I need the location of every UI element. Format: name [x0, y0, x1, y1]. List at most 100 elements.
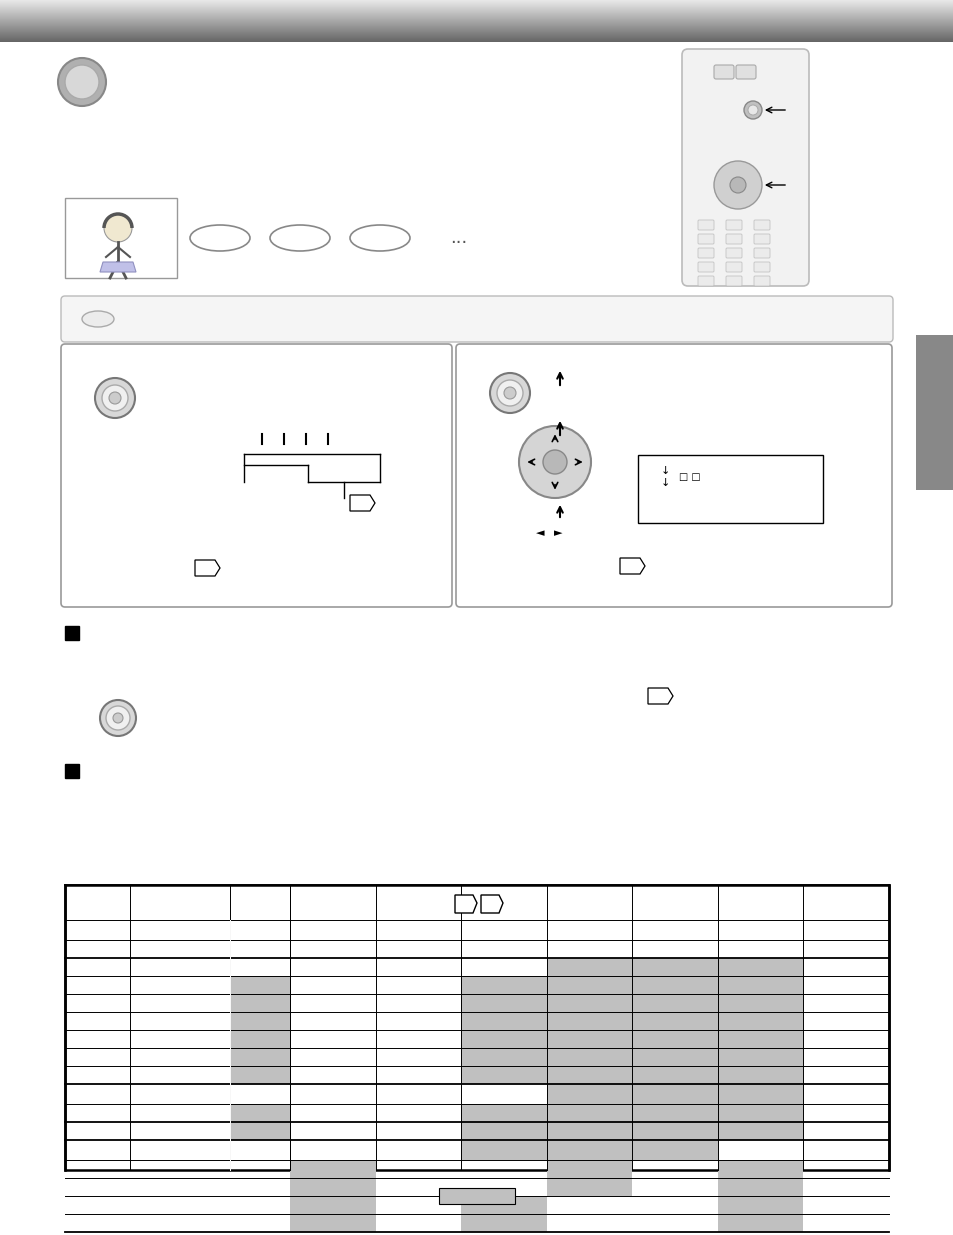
Bar — [632, 1140, 717, 1160]
Text: ►: ► — [553, 529, 561, 538]
Polygon shape — [350, 495, 375, 511]
Polygon shape — [455, 895, 476, 913]
Bar — [546, 1160, 632, 1178]
FancyBboxPatch shape — [753, 233, 769, 245]
Bar — [717, 1011, 802, 1030]
Circle shape — [102, 385, 128, 411]
Bar — [546, 976, 632, 994]
Polygon shape — [480, 895, 502, 913]
Polygon shape — [619, 558, 644, 574]
FancyBboxPatch shape — [713, 65, 733, 79]
Circle shape — [490, 373, 530, 412]
Bar — [230, 1011, 290, 1030]
FancyBboxPatch shape — [698, 220, 713, 230]
Circle shape — [106, 706, 130, 730]
Ellipse shape — [190, 225, 250, 251]
FancyBboxPatch shape — [61, 296, 892, 342]
Bar — [65, 626, 79, 640]
FancyBboxPatch shape — [725, 248, 741, 258]
FancyBboxPatch shape — [698, 262, 713, 272]
Bar — [65, 885, 888, 1170]
Bar — [290, 1195, 375, 1214]
FancyBboxPatch shape — [65, 198, 177, 278]
Polygon shape — [915, 335, 953, 490]
Bar — [460, 1195, 546, 1214]
Bar — [717, 1214, 802, 1233]
Circle shape — [729, 177, 745, 193]
FancyBboxPatch shape — [753, 275, 769, 287]
Text: ...: ... — [450, 228, 467, 247]
FancyBboxPatch shape — [753, 262, 769, 272]
Circle shape — [713, 161, 761, 209]
Polygon shape — [194, 559, 220, 576]
Bar — [460, 1214, 546, 1233]
Circle shape — [104, 214, 132, 242]
Bar — [460, 1140, 546, 1160]
Bar — [717, 994, 802, 1011]
FancyBboxPatch shape — [735, 65, 755, 79]
Bar — [717, 1123, 802, 1140]
Bar — [230, 994, 290, 1011]
Bar — [717, 1178, 802, 1195]
Circle shape — [58, 58, 106, 106]
Bar — [230, 1123, 290, 1140]
Bar — [632, 1066, 717, 1084]
Ellipse shape — [82, 311, 113, 327]
FancyBboxPatch shape — [698, 275, 713, 287]
FancyBboxPatch shape — [698, 248, 713, 258]
Bar — [460, 1030, 546, 1049]
Bar — [290, 1178, 375, 1195]
Polygon shape — [100, 262, 136, 272]
FancyBboxPatch shape — [725, 220, 741, 230]
FancyBboxPatch shape — [753, 220, 769, 230]
Bar — [632, 1011, 717, 1030]
Circle shape — [112, 713, 123, 722]
Bar — [460, 1104, 546, 1123]
Bar — [290, 1160, 375, 1178]
FancyBboxPatch shape — [698, 233, 713, 245]
Bar — [632, 958, 717, 976]
Text: ↓: ↓ — [659, 478, 669, 488]
Circle shape — [542, 450, 566, 474]
Circle shape — [100, 700, 136, 736]
Bar — [546, 1066, 632, 1084]
Bar — [230, 1049, 290, 1066]
Bar — [460, 994, 546, 1011]
Bar — [632, 976, 717, 994]
Bar — [546, 958, 632, 976]
Bar — [546, 1178, 632, 1195]
Bar — [460, 1066, 546, 1084]
Circle shape — [497, 380, 522, 406]
Bar — [717, 1084, 802, 1104]
Bar — [460, 976, 546, 994]
Circle shape — [743, 101, 761, 119]
Bar — [546, 1011, 632, 1030]
Circle shape — [518, 426, 590, 498]
FancyBboxPatch shape — [725, 233, 741, 245]
Bar — [230, 1104, 290, 1123]
Bar — [230, 976, 290, 994]
Bar — [230, 1066, 290, 1084]
Bar — [65, 764, 79, 778]
Bar — [632, 994, 717, 1011]
Bar — [546, 1030, 632, 1049]
FancyBboxPatch shape — [61, 345, 452, 606]
Circle shape — [747, 105, 758, 115]
Bar — [632, 1104, 717, 1123]
FancyBboxPatch shape — [681, 49, 808, 287]
Bar — [546, 1140, 632, 1160]
Bar — [632, 1049, 717, 1066]
FancyBboxPatch shape — [725, 262, 741, 272]
Bar — [546, 1123, 632, 1140]
FancyBboxPatch shape — [753, 248, 769, 258]
Ellipse shape — [270, 225, 330, 251]
Bar — [717, 1030, 802, 1049]
Bar — [632, 1123, 717, 1140]
Circle shape — [65, 65, 99, 99]
Bar — [460, 1123, 546, 1140]
Circle shape — [109, 391, 121, 404]
Bar — [717, 1049, 802, 1066]
Text: ↓: ↓ — [659, 466, 669, 475]
Text: ◄: ◄ — [536, 529, 543, 538]
Ellipse shape — [350, 225, 410, 251]
